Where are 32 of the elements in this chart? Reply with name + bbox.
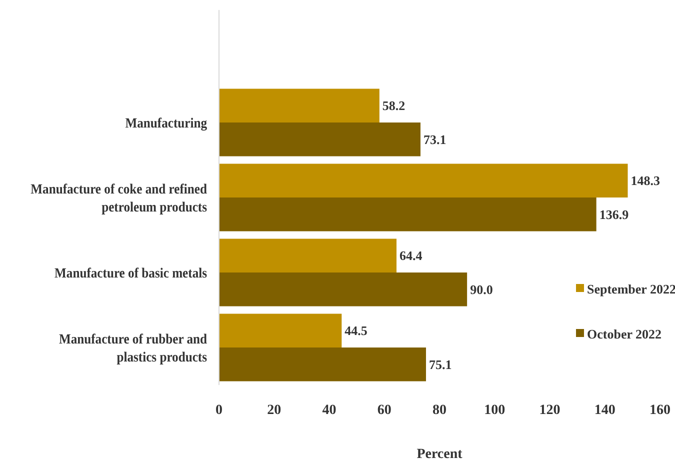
data-label: 136.9 [599,206,630,222]
y-tick-label: Manufacturing [125,114,208,131]
x-tick-label: 100 [484,403,506,418]
x-tick-label: 40 [322,403,336,418]
bar [219,348,426,382]
x-tick-label: 80 [432,403,446,418]
bar [219,198,596,232]
x-tick-label: 140 [594,403,616,418]
y-tick-label: Manufacture of coke and refined petroleum products [30,180,208,215]
x-tick-label: 160 [650,403,670,418]
bar [219,164,628,198]
legend-label: October 2022 [587,326,662,342]
bar [219,122,420,156]
data-label: 148.3 [630,173,660,188]
x-tick-label: 0 [216,403,222,418]
data-label: 44.5 [344,323,368,338]
x-tick-label: 20 [267,403,282,418]
x-axis-title: Percent [416,447,463,462]
x-tick-label: 120 [539,403,560,418]
data-label: 90.0 [470,282,493,297]
data-label: 58.2 [382,98,406,114]
bar [219,272,468,306]
data-label: 75.1 [428,356,452,372]
x-tick-label: 60 [377,403,392,418]
y-tick-label: Manufacture of basic metals [54,264,207,281]
bar [219,238,397,272]
legend-label: September 2022 [587,282,675,297]
data-label: 73.1 [423,132,446,147]
bar [219,88,380,122]
bar [219,314,342,348]
data-label: 64.4 [400,248,423,264]
y-tick-label: Manufacture of rubber and plastics products [58,330,208,365]
